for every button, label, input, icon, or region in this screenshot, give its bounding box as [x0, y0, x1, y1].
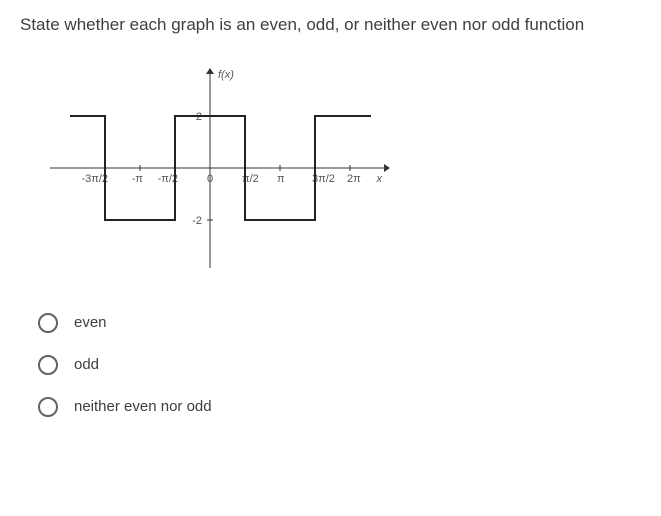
option-label: neither even nor odd	[74, 398, 212, 415]
function-graph: -3π/2-π-π/20π/2π3π/22π2-2f(x)x	[50, 68, 641, 273]
svg-text:0: 0	[207, 173, 213, 185]
svg-text:-2: -2	[192, 215, 202, 227]
svg-text:-π: -π	[132, 173, 144, 185]
question-text: State whether each graph is an even, odd…	[20, 12, 641, 38]
svg-text:x: x	[376, 173, 383, 185]
radio-icon	[38, 397, 58, 417]
option-label: odd	[74, 356, 99, 373]
option-label: even	[74, 314, 107, 331]
option-neither[interactable]: neither even nor odd	[38, 397, 641, 417]
radio-icon	[38, 355, 58, 375]
svg-text:2π: 2π	[347, 173, 361, 185]
option-even[interactable]: even	[38, 313, 641, 333]
radio-icon	[38, 313, 58, 333]
svg-text:f(x): f(x)	[218, 69, 234, 81]
option-odd[interactable]: odd	[38, 355, 641, 375]
answer-options: even odd neither even nor odd	[38, 313, 641, 417]
svg-text:π: π	[277, 173, 285, 185]
